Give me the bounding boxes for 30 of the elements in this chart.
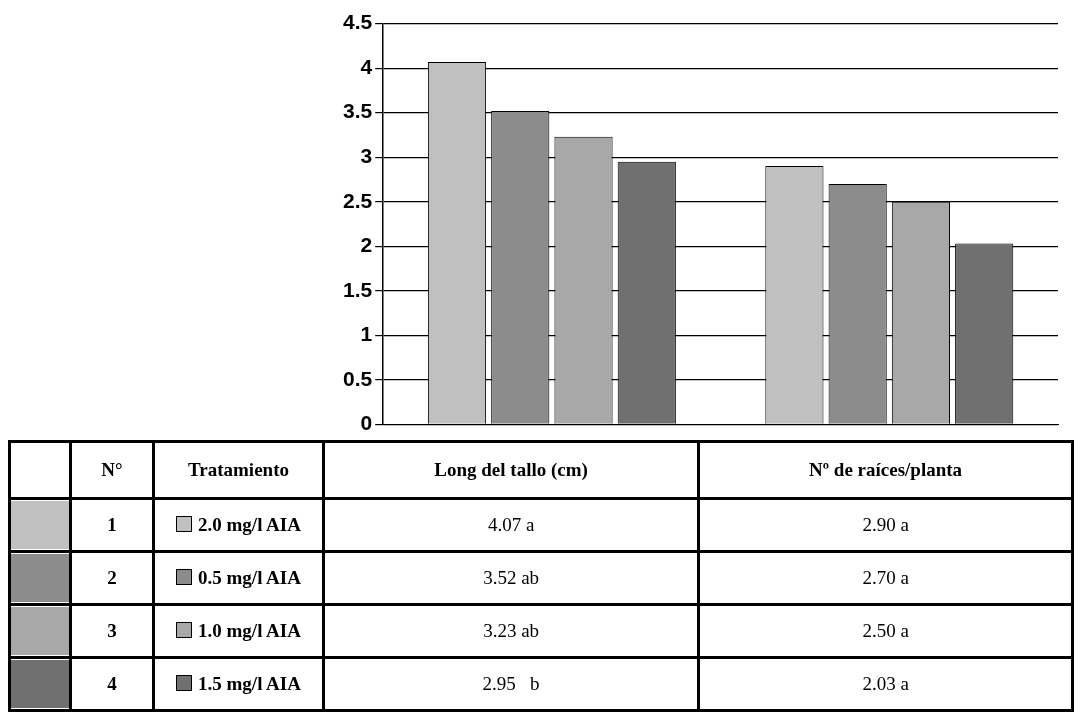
y-tick-label: 3.5 bbox=[342, 99, 373, 123]
text: 3 bbox=[70, 604, 154, 658]
data-label: 4.07 a bbox=[323, 498, 699, 552]
legend-label: 0.5 mg/l AIA bbox=[153, 551, 324, 605]
legend-label: 1.0 mg/l AIA bbox=[153, 604, 324, 658]
y-tick-label: 2 bbox=[360, 233, 373, 257]
data-label: 3.23 ab bbox=[323, 604, 699, 658]
data-label: 3.52 ab bbox=[323, 551, 699, 605]
x-tick-label: Nº de raíces/planta bbox=[698, 441, 1073, 499]
y-tick-label: 0 bbox=[360, 411, 373, 435]
y-tick-label: 1.5 bbox=[342, 277, 373, 301]
text: 1 bbox=[70, 498, 154, 552]
text: Tratamiento bbox=[153, 441, 324, 499]
text: N° bbox=[70, 441, 154, 499]
text: 4 bbox=[70, 657, 154, 711]
data-label: 2.50 a bbox=[698, 604, 1073, 658]
legend-label: 1.5 mg/l AIA bbox=[153, 657, 324, 711]
data-label: 2.03 a bbox=[698, 657, 1073, 711]
data-label: 2.70 a bbox=[698, 551, 1073, 605]
y-tick-label: 1 bbox=[360, 322, 373, 346]
text: 2 bbox=[70, 551, 154, 605]
y-tick-label: 4.5 bbox=[342, 10, 373, 34]
y-tick-label: 0.5 bbox=[342, 366, 373, 390]
data-label: 2.90 a bbox=[698, 498, 1073, 552]
legend-label: 2.0 mg/l AIA bbox=[153, 498, 324, 552]
y-tick-label: 2.5 bbox=[342, 188, 373, 212]
data-label: 2.95 b bbox=[323, 657, 699, 711]
y-tick-label: 3 bbox=[360, 144, 373, 167]
y-tick-label: 4 bbox=[360, 54, 373, 78]
x-tick-label: Long del tallo (cm) bbox=[323, 441, 699, 499]
